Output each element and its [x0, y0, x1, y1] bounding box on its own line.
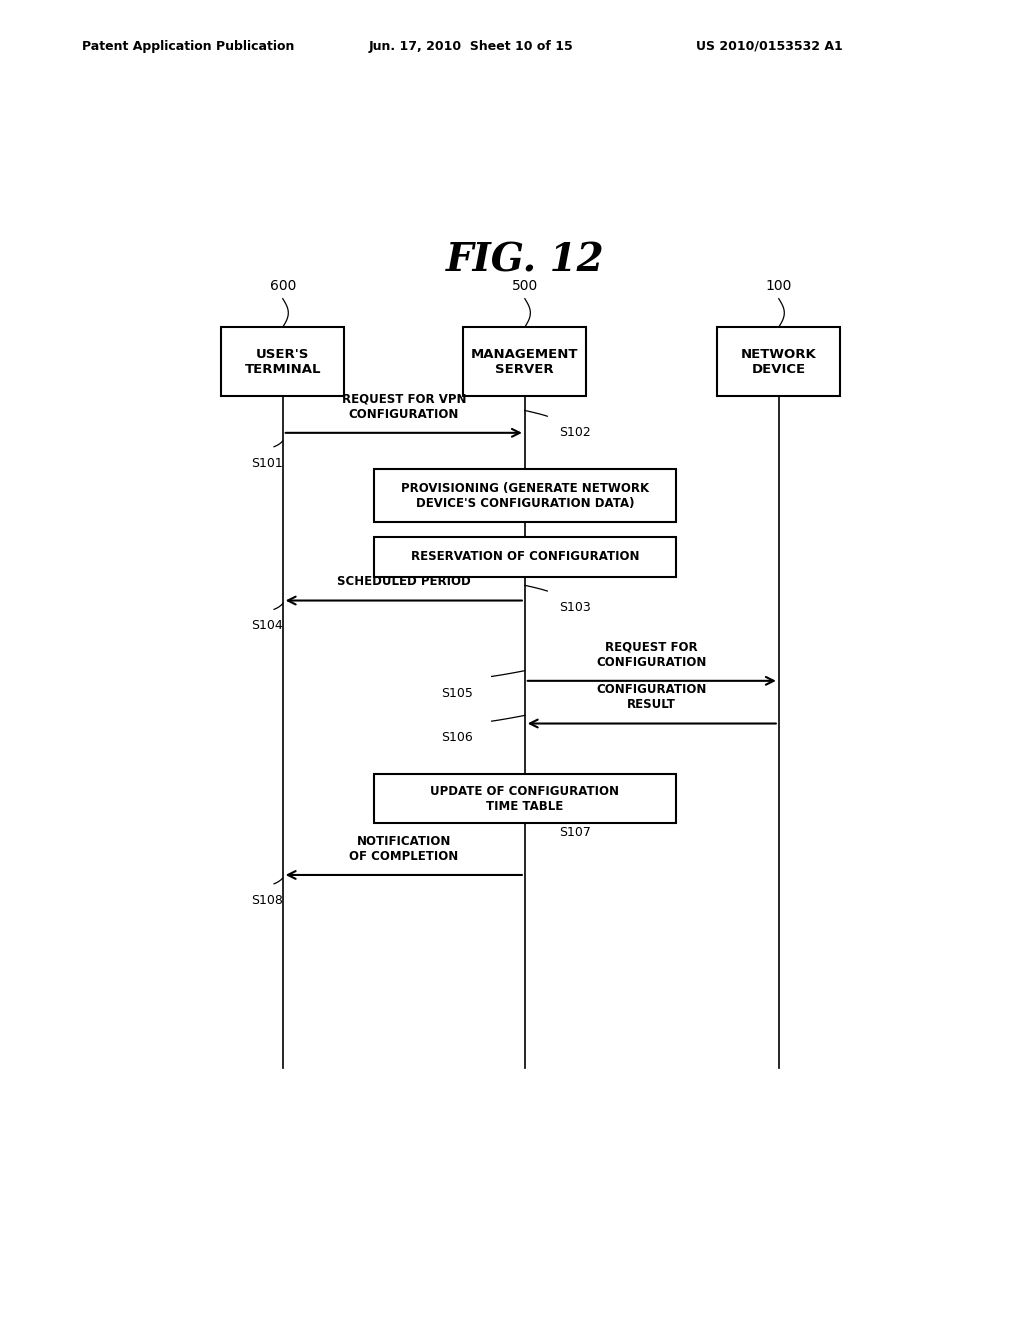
Text: SCHEDULED PERIOD: SCHEDULED PERIOD [337, 576, 471, 589]
Text: S105: S105 [441, 686, 473, 700]
Bar [463, 327, 587, 396]
Text: NETWORK
DEVICE: NETWORK DEVICE [741, 347, 816, 376]
Text: MANAGEMENT
SERVER: MANAGEMENT SERVER [471, 347, 579, 376]
Text: CONFIGURATION
RESULT: CONFIGURATION RESULT [597, 684, 707, 711]
Text: USER'S
TERMINAL: USER'S TERMINAL [245, 347, 321, 376]
Text: 100: 100 [766, 280, 792, 293]
Bar [717, 327, 841, 396]
Text: S106: S106 [441, 731, 473, 744]
Text: 600: 600 [269, 280, 296, 293]
Text: NOTIFICATION
OF COMPLETION: NOTIFICATION OF COMPLETION [349, 834, 459, 863]
Bar [221, 327, 344, 396]
Text: US 2010/0153532 A1: US 2010/0153532 A1 [696, 40, 843, 53]
Text: S108: S108 [251, 894, 283, 907]
Text: UPDATE OF CONFIGURATION
TIME TABLE: UPDATE OF CONFIGURATION TIME TABLE [430, 784, 620, 813]
Text: FIG. 12: FIG. 12 [445, 242, 604, 279]
Bar [374, 775, 676, 824]
Bar [374, 536, 676, 577]
Text: S107: S107 [559, 826, 591, 838]
Text: S101: S101 [251, 457, 283, 470]
Text: REQUEST FOR VPN
CONFIGURATION: REQUEST FOR VPN CONFIGURATION [342, 392, 466, 421]
Text: Patent Application Publication: Patent Application Publication [82, 40, 294, 53]
Text: S102: S102 [559, 426, 591, 440]
Bar [374, 470, 676, 523]
Text: 500: 500 [512, 280, 538, 293]
Text: S104: S104 [251, 619, 283, 632]
Text: REQUEST FOR
CONFIGURATION: REQUEST FOR CONFIGURATION [597, 640, 707, 669]
Text: RESERVATION OF CONFIGURATION: RESERVATION OF CONFIGURATION [411, 550, 639, 564]
Text: S103: S103 [559, 601, 591, 614]
Text: Jun. 17, 2010  Sheet 10 of 15: Jun. 17, 2010 Sheet 10 of 15 [369, 40, 573, 53]
Text: PROVISIONING (GENERATE NETWORK
DEVICE'S CONFIGURATION DATA): PROVISIONING (GENERATE NETWORK DEVICE'S … [400, 482, 649, 510]
